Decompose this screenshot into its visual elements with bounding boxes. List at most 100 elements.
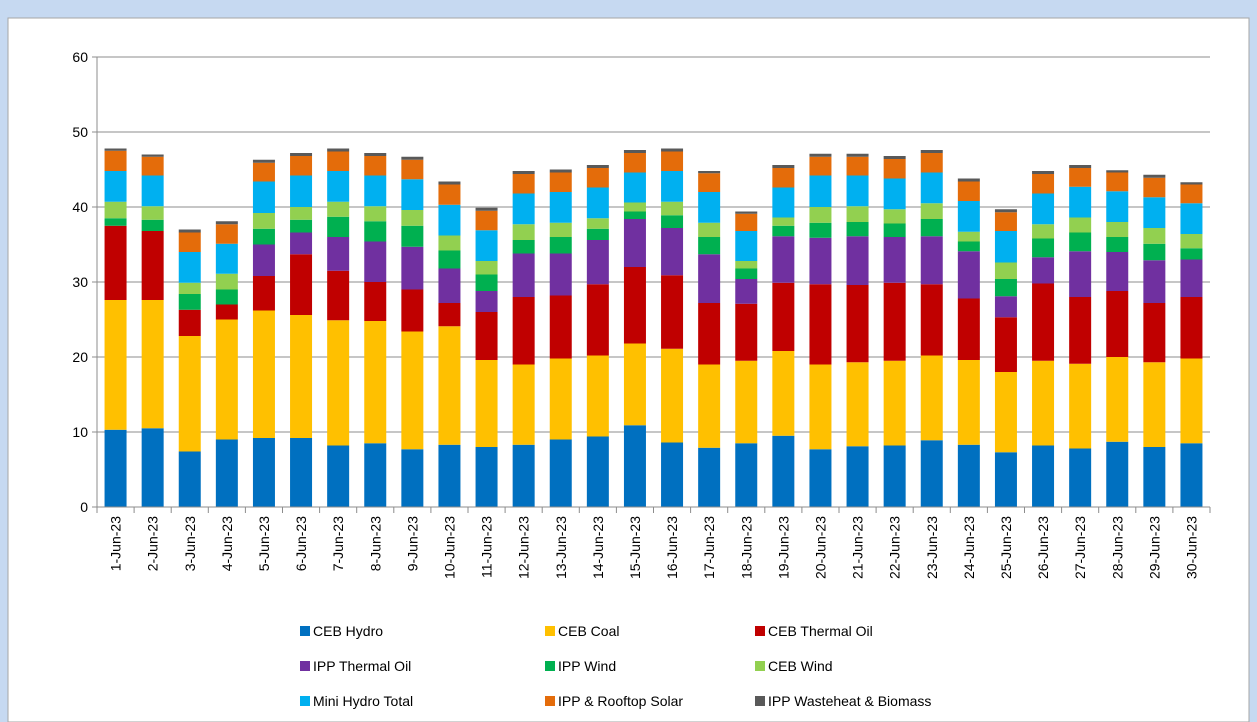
bar-segment — [549, 172, 572, 192]
bar-segment — [252, 244, 275, 276]
bar-segment — [809, 175, 832, 207]
x-tick-label: 29-Jun-23 — [1146, 516, 1162, 579]
bar-segment — [1032, 283, 1055, 361]
bar-segment — [401, 156, 424, 160]
bar-segment — [846, 153, 869, 157]
bar-segment — [178, 309, 201, 336]
bar-segment — [512, 171, 535, 174]
bar-segment — [661, 151, 684, 171]
bar-segment — [735, 213, 758, 231]
legend-label: IPP Wasteheat & Biomass — [768, 693, 931, 709]
bar-segment — [327, 445, 350, 507]
bar-segment — [1180, 182, 1203, 185]
bar-segment — [772, 187, 795, 218]
x-tick-label: 7-Jun-23 — [330, 516, 346, 571]
bar-segment — [549, 222, 572, 237]
bar-segment — [401, 246, 424, 290]
x-tick-label: 23-Jun-23 — [924, 516, 940, 579]
bar-segment — [401, 289, 424, 332]
x-tick-label: 17-Jun-23 — [701, 516, 717, 579]
bar-segment — [364, 156, 387, 176]
bar-segment — [623, 211, 646, 219]
bar-segment — [1106, 291, 1129, 357]
bar-segment — [438, 250, 461, 269]
bar-segment — [1069, 217, 1092, 233]
bar-segment — [809, 153, 832, 157]
bar-segment — [735, 261, 758, 269]
x-tick-label: 12-Jun-23 — [516, 516, 532, 579]
bar-segment — [772, 217, 795, 226]
bar-segment — [623, 267, 646, 344]
bar-segment — [957, 201, 980, 232]
legend-swatch — [545, 661, 555, 671]
bar-segment — [846, 175, 869, 207]
bar-segment — [104, 148, 127, 151]
bar-segment — [735, 268, 758, 279]
bar-segment — [846, 222, 869, 237]
bar-segment — [141, 154, 164, 157]
bar-segment — [1106, 441, 1129, 507]
bar-segment — [549, 253, 572, 296]
y-tick-label: 10 — [72, 424, 88, 440]
bar-segment — [957, 241, 980, 252]
bar-segment — [994, 212, 1017, 231]
bar-segment — [623, 425, 646, 507]
bar-segment — [252, 276, 275, 311]
bar-segment — [809, 222, 832, 238]
bar-segment — [1143, 228, 1166, 244]
bar-segment — [1069, 448, 1092, 507]
bar-segment — [1069, 363, 1092, 449]
bar-segment — [809, 207, 832, 223]
bar-segment — [215, 304, 238, 320]
bar-segment — [846, 285, 869, 363]
x-tick-label: 25-Jun-23 — [998, 516, 1014, 579]
bar-segment — [141, 231, 164, 300]
bar-segment — [772, 351, 795, 436]
bar-segment — [957, 360, 980, 445]
bar-segment — [698, 171, 721, 174]
bar-segment — [141, 300, 164, 429]
bar-segment — [1143, 260, 1166, 303]
bar-segment — [401, 159, 424, 180]
bar-segment — [104, 150, 127, 171]
bar-segment — [215, 224, 238, 244]
bar-segment — [772, 282, 795, 351]
bar-segment — [327, 270, 350, 321]
x-tick-label: 18-Jun-23 — [738, 516, 754, 579]
legend-label: IPP Wind — [558, 658, 616, 674]
bar-segment — [438, 444, 461, 507]
bar-segment — [920, 172, 943, 204]
bar-segment — [549, 358, 572, 440]
bar-segment — [809, 364, 832, 450]
x-tick-label: 20-Jun-23 — [812, 516, 828, 579]
bar-segment — [994, 262, 1017, 279]
x-tick-label: 13-Jun-23 — [553, 516, 569, 579]
bar-segment — [920, 284, 943, 356]
bar-segment — [549, 439, 572, 507]
bar-segment — [401, 225, 424, 247]
bar-segment — [846, 236, 869, 285]
bar-segment — [698, 364, 721, 448]
bar-segment — [475, 360, 498, 447]
bar-segment — [698, 447, 721, 507]
bar-segment — [327, 201, 350, 217]
bar-segment — [1069, 232, 1092, 252]
bar-segment — [104, 225, 127, 300]
x-tick-label: 26-Jun-23 — [1035, 516, 1051, 579]
bar-segment — [846, 446, 869, 507]
bar-segment — [920, 219, 943, 237]
bar-segment — [512, 364, 535, 445]
x-tick-label: 22-Jun-23 — [887, 516, 903, 579]
bar-segment — [661, 228, 684, 276]
legend-swatch — [755, 626, 765, 636]
bar-segment — [623, 150, 646, 153]
bar-segment — [104, 201, 127, 219]
bar-segment — [512, 444, 535, 507]
bar-segment — [772, 435, 795, 507]
bar-segment — [920, 153, 943, 173]
x-tick-label: 1-Jun-23 — [108, 516, 124, 571]
bar-segment — [586, 284, 609, 356]
bar-segment — [1180, 259, 1203, 297]
bar-segment — [512, 193, 535, 225]
bar-segment — [735, 279, 758, 304]
